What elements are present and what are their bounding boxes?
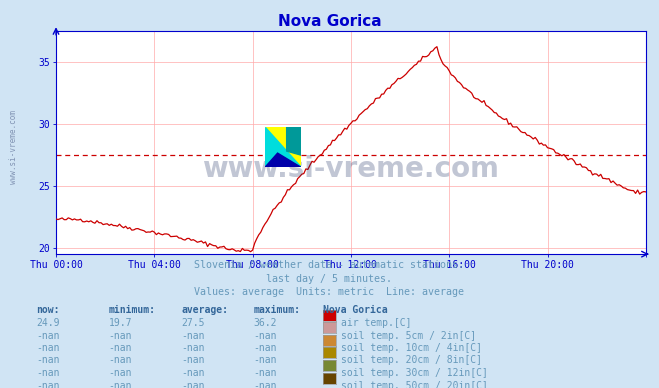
Text: 19.7: 19.7 [109, 318, 132, 328]
Text: soil temp. 30cm / 12in[C]: soil temp. 30cm / 12in[C] [341, 368, 488, 378]
Text: -nan: -nan [109, 381, 132, 388]
Text: Slovenia / weather data - automatic stations.: Slovenia / weather data - automatic stat… [194, 260, 465, 270]
Text: air temp.[C]: air temp.[C] [341, 318, 412, 328]
Text: average:: average: [181, 305, 228, 315]
Text: -nan: -nan [181, 368, 205, 378]
Text: -nan: -nan [109, 355, 132, 365]
Text: -nan: -nan [254, 381, 277, 388]
Text: -nan: -nan [36, 355, 60, 365]
Text: -nan: -nan [254, 368, 277, 378]
Text: maximum:: maximum: [254, 305, 301, 315]
Text: Nova Gorica: Nova Gorica [323, 305, 387, 315]
Text: -nan: -nan [181, 355, 205, 365]
Text: last day / 5 minutes.: last day / 5 minutes. [266, 274, 393, 284]
Text: soil temp. 50cm / 20in[C]: soil temp. 50cm / 20in[C] [341, 381, 488, 388]
Text: -nan: -nan [181, 331, 205, 341]
Text: soil temp. 10cm / 4in[C]: soil temp. 10cm / 4in[C] [341, 343, 482, 353]
Text: soil temp. 5cm / 2in[C]: soil temp. 5cm / 2in[C] [341, 331, 476, 341]
Polygon shape [287, 126, 301, 155]
Text: 27.5: 27.5 [181, 318, 205, 328]
Text: -nan: -nan [254, 355, 277, 365]
Text: Nova Gorica: Nova Gorica [277, 14, 382, 29]
Text: -nan: -nan [109, 343, 132, 353]
Text: minimum:: minimum: [109, 305, 156, 315]
Text: -nan: -nan [36, 343, 60, 353]
Text: -nan: -nan [181, 343, 205, 353]
Polygon shape [265, 126, 301, 167]
Text: -nan: -nan [109, 331, 132, 341]
Text: -nan: -nan [109, 368, 132, 378]
Text: -nan: -nan [36, 368, 60, 378]
Text: 36.2: 36.2 [254, 318, 277, 328]
Polygon shape [265, 126, 301, 167]
Text: -nan: -nan [254, 331, 277, 341]
Text: 24.9: 24.9 [36, 318, 60, 328]
Text: now:: now: [36, 305, 60, 315]
Polygon shape [265, 153, 301, 167]
Text: -nan: -nan [36, 381, 60, 388]
Text: Values: average  Units: metric  Line: average: Values: average Units: metric Line: aver… [194, 287, 465, 297]
Text: -nan: -nan [181, 381, 205, 388]
Text: www.si-vreme.com: www.si-vreme.com [202, 155, 500, 184]
Text: -nan: -nan [254, 343, 277, 353]
Text: www.si-vreme.com: www.si-vreme.com [9, 111, 18, 184]
Text: -nan: -nan [36, 331, 60, 341]
Text: soil temp. 20cm / 8in[C]: soil temp. 20cm / 8in[C] [341, 355, 482, 365]
